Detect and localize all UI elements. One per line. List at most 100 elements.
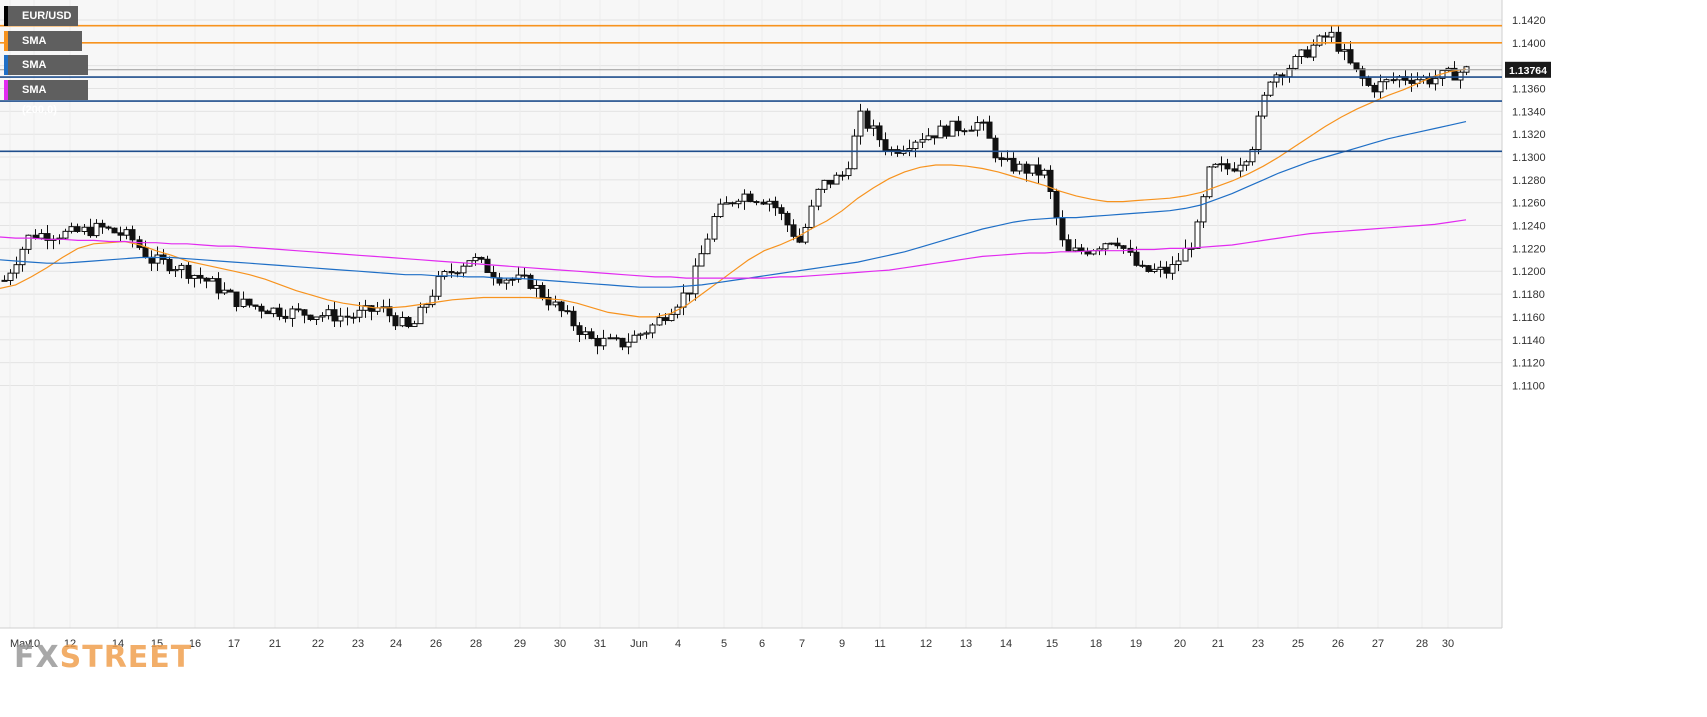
candle-up [1169, 264, 1176, 274]
candle-up [1341, 49, 1348, 52]
x-tick-label: 9 [839, 638, 845, 650]
logo-part-fx: FX [14, 640, 60, 675]
x-tick-label: 6 [759, 638, 765, 650]
candle-down [44, 233, 51, 241]
candle-up [1041, 169, 1048, 176]
candle-down [545, 296, 552, 306]
current-price-label: 1.13764 [1509, 65, 1547, 77]
candle-up [399, 317, 406, 327]
candle-down [992, 137, 999, 159]
candle-up [643, 332, 650, 335]
candle-up [423, 304, 430, 308]
candle-up [319, 315, 326, 318]
candle-down [576, 325, 583, 335]
candle-up [668, 313, 675, 322]
candle-down [1335, 31, 1342, 52]
x-tick-label: 23 [1252, 638, 1264, 650]
candle-up [912, 141, 919, 150]
candle-down [1304, 49, 1311, 58]
x-tick-label: 5 [721, 638, 727, 650]
candle-down [1023, 163, 1030, 174]
candle-down [882, 139, 889, 151]
candle-down [331, 309, 338, 322]
y-tick-label: 1.1360 [1512, 84, 1546, 96]
candle-up [552, 301, 559, 306]
candle-up [937, 125, 944, 139]
y-tick-label: 1.1200 [1512, 266, 1546, 278]
candle-down [1047, 169, 1054, 192]
x-tick-label: 23 [352, 638, 364, 650]
candle-up [313, 316, 320, 320]
legend-sma100[interactable]: SMA (100,0) [4, 55, 88, 91]
candle-up [949, 120, 956, 137]
candle-up [698, 253, 705, 267]
candle-up [919, 139, 926, 143]
candle-down [1010, 157, 1017, 172]
candle-up [325, 309, 332, 317]
candle-down [778, 207, 785, 214]
candle-down [1133, 251, 1140, 266]
candle-down [197, 274, 204, 279]
x-tick-label: 29 [514, 638, 526, 650]
candle-down [74, 226, 81, 232]
candle-down [117, 232, 124, 236]
candle-down [1163, 266, 1170, 274]
candle-up [7, 272, 14, 282]
legend-sma200[interactable]: SMA (200,0) [4, 80, 88, 116]
x-tick-label: 19 [1130, 638, 1142, 650]
candle-down [760, 201, 767, 205]
candle-down [392, 315, 399, 327]
candle-up [857, 110, 864, 137]
candle-up [704, 238, 711, 255]
x-tick-label: 31 [594, 638, 606, 650]
y-tick-label: 1.1180 [1512, 289, 1545, 301]
y-tick-label: 1.1160 [1512, 312, 1545, 324]
candle-up [1108, 242, 1115, 245]
candle-up [656, 317, 663, 326]
x-tick-label: 28 [1416, 638, 1428, 650]
candle-up [1432, 77, 1439, 85]
sma-200-line [0, 219, 1467, 279]
candle-up [1212, 163, 1219, 168]
candle-down [558, 301, 565, 312]
candle-up [1206, 166, 1213, 198]
candle-down [1365, 77, 1372, 86]
candle-up [870, 125, 877, 129]
candle-down [955, 120, 962, 132]
legend-label: SMA (200,0) [22, 84, 57, 116]
x-tick-label: 4 [675, 638, 681, 650]
candle-down [594, 337, 601, 347]
candle-down [1059, 217, 1066, 241]
sma-100-line [0, 121, 1467, 288]
candle-down [166, 258, 173, 272]
candle-down [539, 284, 546, 298]
candle-up [1194, 221, 1201, 249]
candle-down [203, 277, 210, 282]
candle-up [178, 264, 185, 271]
candle-up [1316, 35, 1323, 46]
legend-eurusd[interactable]: EUR/USD [4, 6, 78, 26]
legend-sma50[interactable]: SMA (50,0) [4, 31, 82, 67]
candle-up [1218, 163, 1225, 166]
candle-down [1035, 164, 1042, 176]
x-tick-label: 28 [470, 638, 482, 650]
candle-down [1408, 79, 1415, 84]
candle-up [1029, 164, 1036, 174]
candle-up [582, 331, 589, 335]
candle-up [711, 216, 718, 240]
candle-up [637, 333, 644, 336]
candle-down [99, 222, 106, 228]
x-tick-label: 14 [112, 638, 124, 650]
candle-down [350, 316, 357, 319]
plot-area [0, 0, 1502, 628]
candle-up [625, 341, 632, 348]
y-tick-label: 1.1260 [1512, 198, 1546, 210]
candle-up [515, 274, 522, 280]
candle-up [1457, 71, 1464, 81]
candle-up [1072, 247, 1079, 252]
candle-up [270, 307, 277, 315]
candle-down [1053, 190, 1060, 219]
candle-up [974, 122, 981, 131]
candle-down [662, 317, 669, 322]
candle-up [1377, 81, 1384, 93]
